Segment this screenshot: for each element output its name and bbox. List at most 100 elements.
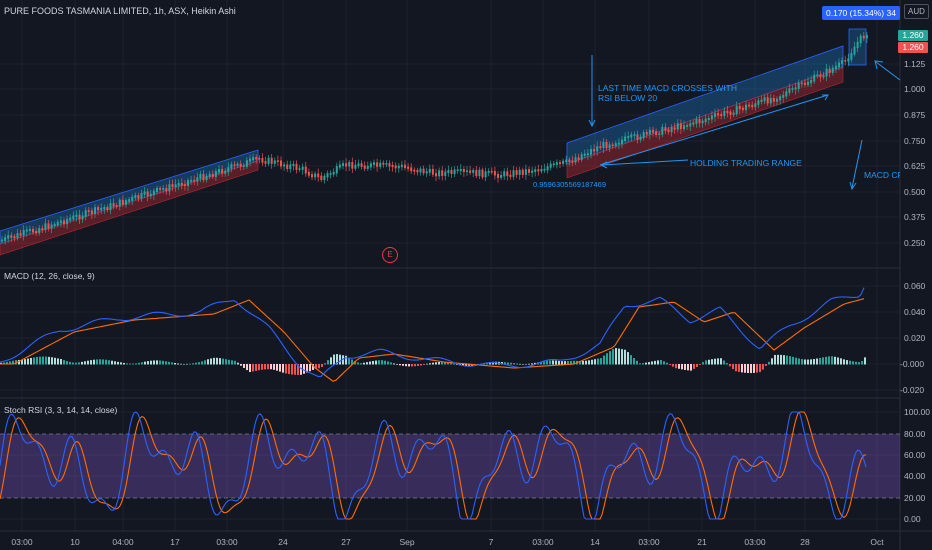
macd-histogram-bar: [285, 364, 287, 374]
macd-right-note[interactable]: MACD CRO: [864, 170, 900, 180]
candle-body: [528, 169, 530, 173]
arrow-head-1: [588, 119, 596, 128]
macd-signal-line[interactable]: [0, 298, 865, 382]
candle-body: [292, 163, 295, 166]
candle-body: [252, 157, 255, 161]
candle-body: [118, 199, 121, 207]
currency-button[interactable]: AUD: [904, 4, 929, 19]
candle-body: [307, 171, 310, 176]
macd-histogram-bar: [579, 361, 581, 365]
candle-body: [435, 173, 437, 177]
macd-cross-note[interactable]: LAST TIME MACD CROSSES WITH RSI BELOW 20: [598, 83, 738, 103]
macd-histogram-bar: [153, 360, 155, 365]
candle-body: [639, 136, 642, 140]
stoch-title[interactable]: Stoch RSI (3, 3, 14, 14, close): [4, 405, 118, 415]
candle-body: [847, 58, 850, 62]
macd-histogram-bar: [27, 358, 29, 365]
macd-histogram-bar: [825, 356, 827, 365]
macd-histogram-bar: [828, 356, 830, 365]
level-value-label[interactable]: 0.9596305569187469: [533, 180, 606, 189]
macd-histogram-bar: [270, 364, 272, 370]
macd-histogram-bar: [516, 363, 518, 365]
macd-histogram-bar: [111, 360, 113, 365]
candle-body: [199, 173, 202, 179]
candle-body: [44, 223, 47, 231]
earnings-marker-icon[interactable]: E: [382, 247, 398, 263]
macd-histogram-bar: [540, 361, 542, 365]
time-tick: Oct: [870, 537, 884, 547]
candle-body: [521, 169, 524, 175]
candle-body: [450, 170, 453, 175]
macd-histogram-bar: [810, 359, 812, 365]
candle-body: [856, 41, 859, 49]
candle-body: [388, 163, 391, 167]
macd-histogram-bar: [519, 363, 521, 365]
macd-histogram-bar: [222, 358, 224, 365]
stoch-k-line[interactable]: [0, 411, 867, 520]
price-tick: 0.625: [904, 161, 926, 171]
price-tick: 1.000: [904, 84, 926, 94]
candle-body: [338, 164, 341, 168]
macd-histogram-bar: [738, 364, 740, 372]
candle-body: [335, 166, 338, 174]
candle-body: [295, 163, 298, 170]
annotation-arrows[interactable]: [588, 55, 901, 191]
candle-body: [841, 60, 844, 64]
macd-histogram-bar: [666, 362, 668, 365]
candle-body: [165, 188, 168, 192]
macd-histogram-bar: [219, 358, 221, 365]
stoch-tick: 60.00: [904, 450, 926, 460]
candle-body: [751, 104, 754, 108]
macd-pane[interactable]: [0, 287, 866, 382]
candle-body: [425, 171, 428, 174]
macd-histogram-bar: [408, 364, 410, 367]
candle-body: [506, 171, 509, 177]
macd-histogram-bar: [642, 363, 644, 365]
arrow-range-left[interactable]: [601, 159, 689, 166]
macd-tick: 0.020: [904, 333, 926, 343]
candle-body: [10, 235, 13, 238]
candle-body: [97, 207, 100, 211]
stoch-pane[interactable]: [0, 411, 867, 520]
macd-histogram-bar: [858, 362, 860, 365]
candle-body: [757, 100, 760, 105]
channel-1-lower[interactable]: [0, 160, 259, 256]
macd-histogram-bar: [687, 364, 689, 371]
candle-body: [4, 237, 7, 242]
macd-line[interactable]: [0, 287, 865, 377]
macd-histogram-bar: [573, 360, 575, 365]
candle-body: [16, 233, 19, 239]
stoch-d-line[interactable]: [0, 411, 867, 520]
macd-title[interactable]: MACD (12, 26, close, 9): [4, 271, 95, 281]
candle-body: [707, 117, 710, 121]
candle-body: [503, 171, 506, 177]
macd-histogram-bar: [342, 355, 344, 365]
macd-histogram-bar: [822, 357, 824, 365]
macd-histogram-bar: [429, 363, 431, 365]
macd-histogram-bar: [318, 364, 320, 369]
macd-histogram-bar: [609, 351, 611, 365]
candle-body: [549, 163, 552, 168]
candle-body: [676, 123, 679, 130]
macd-histogram-bar: [165, 361, 167, 365]
macd-histogram-bar: [378, 360, 380, 365]
macd-histogram-bar: [693, 364, 695, 369]
candle-body: [590, 148, 592, 155]
macd-histogram-bar: [531, 363, 533, 365]
macd-histogram-bar: [210, 358, 212, 365]
change-badge: 0.170 (15.34%) 34: [822, 6, 900, 20]
range-note[interactable]: HOLDING TRADING RANGE: [690, 158, 802, 168]
arrow-selection[interactable]: [875, 61, 901, 81]
candle-body: [673, 127, 676, 130]
candle-body: [580, 154, 583, 160]
arrow-macd[interactable]: [851, 139, 863, 189]
macd-histogram-bar: [360, 363, 362, 365]
symbol-title[interactable]: PURE FOODS TASMANIA LIMITED, 1h, ASX, He…: [4, 6, 236, 16]
candle-body: [348, 162, 351, 167]
macd-histogram-bar: [102, 359, 104, 365]
arrow-range-line[interactable]: [599, 94, 829, 166]
candle-body: [394, 165, 397, 169]
macd-histogram-bar: [396, 364, 398, 365]
macd-histogram-bar: [648, 362, 650, 365]
